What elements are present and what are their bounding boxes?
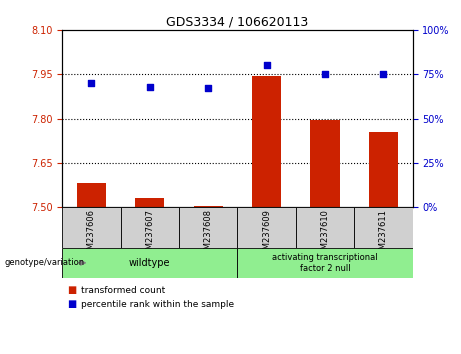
Point	[88, 80, 95, 86]
Text: percentile rank within the sample: percentile rank within the sample	[81, 300, 234, 309]
Point	[380, 72, 387, 77]
Bar	[77, 183, 106, 207]
Bar	[296, 207, 354, 248]
Text: GSM237611: GSM237611	[379, 209, 388, 260]
Bar	[62, 207, 121, 248]
Bar	[310, 120, 340, 207]
Bar	[354, 207, 413, 248]
Point	[205, 86, 212, 91]
Title: GDS3334 / 106620113: GDS3334 / 106620113	[166, 16, 308, 29]
Text: GSM237607: GSM237607	[145, 209, 154, 260]
Text: ■: ■	[67, 299, 76, 309]
Text: activating transcriptional
factor 2 null: activating transcriptional factor 2 null	[272, 253, 378, 273]
Bar	[135, 198, 165, 207]
Text: wildtype: wildtype	[129, 258, 171, 268]
Text: genotype/variation: genotype/variation	[5, 258, 85, 267]
Text: ■: ■	[67, 285, 76, 295]
Bar	[62, 248, 237, 278]
Text: GSM237609: GSM237609	[262, 209, 271, 260]
Text: GSM237610: GSM237610	[320, 209, 330, 260]
Point	[146, 84, 154, 90]
Text: GSM237608: GSM237608	[204, 209, 213, 260]
Text: transformed count: transformed count	[81, 286, 165, 295]
Text: GSM237606: GSM237606	[87, 209, 96, 260]
Bar	[369, 132, 398, 207]
Bar	[252, 76, 281, 207]
Point	[321, 72, 329, 77]
Bar	[237, 207, 296, 248]
Point	[263, 63, 270, 68]
Bar	[194, 206, 223, 207]
Bar	[237, 248, 413, 278]
Bar	[121, 207, 179, 248]
Bar	[179, 207, 237, 248]
